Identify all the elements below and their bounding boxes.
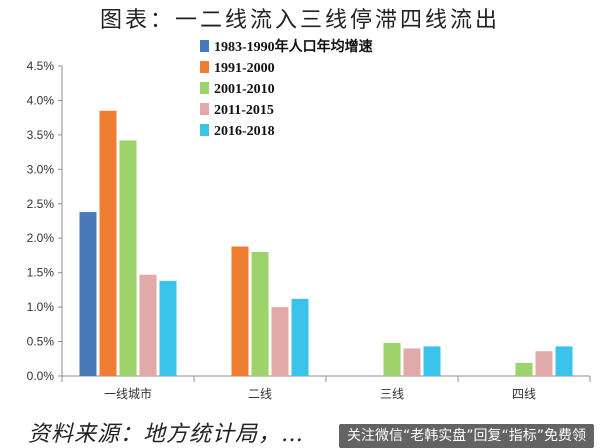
x-category-label: 一线城市 [104,386,152,401]
bar [383,342,401,376]
legend-label: 2011-2015 [214,103,274,118]
bar [515,362,533,376]
legend-swatch [200,103,209,115]
legend-label: 2001-2010 [214,82,275,97]
bar [555,346,573,376]
legend-label: 1991-2000 [214,61,275,76]
y-tick-label: 0.5% [27,335,55,349]
source-note: 资料来源：地方统计局，… [28,422,305,447]
legend-swatch [200,40,209,52]
bar [403,348,421,376]
y-tick-label: 3.5% [27,128,55,142]
legend-label: 2016-2018 [214,124,275,139]
y-tick-label: 1.0% [27,300,55,314]
bar [79,212,97,376]
x-category-label: 四线 [512,387,536,401]
chart-title: 图表：一二线流入三线停滞四线流出 [99,8,500,33]
legend-swatch [200,82,209,94]
y-tick-label: 1.5% [27,266,55,280]
y-tick-label: 4.5% [27,59,55,73]
bar [159,280,177,376]
legend-label: 1983-1990年人口年均增速 [214,38,373,55]
bar [139,274,157,376]
bar [231,246,249,376]
bar [99,110,117,377]
bar [423,346,441,376]
bar [271,307,289,376]
footer: 资料来源：地方统计局，… 关注微信“老韩实盘”回复“指标”免费领 [0,408,600,448]
axes: 0.0% 0.5% 1.0% 1.5% 2.0% 2.5% 3.0% 3.5% 4.0% 4.5%… [27,59,591,401]
legend-swatch [200,61,209,73]
legend-swatch [200,124,209,136]
x-category-label: 二线 [248,387,272,401]
y-tick-label: 2.5% [27,197,55,211]
y-tick-label: 4.0% [27,93,55,107]
y-tick-label: 0.0% [27,369,55,383]
bar [535,351,553,376]
x-category-label: 三线 [380,387,404,401]
bar [119,140,137,376]
y-tick-label: 2.0% [27,231,55,245]
bars [79,110,573,377]
y-tick-label: 3.0% [27,162,55,176]
legend: 1983-1990年人口年均增速 1991-2000 2001-2010 2011-2… [200,38,373,139]
promo-banner[interactable]: 关注微信“老韩实盘”回复“指标”免费领 [338,424,594,448]
bar [291,298,309,376]
bar [251,252,269,376]
